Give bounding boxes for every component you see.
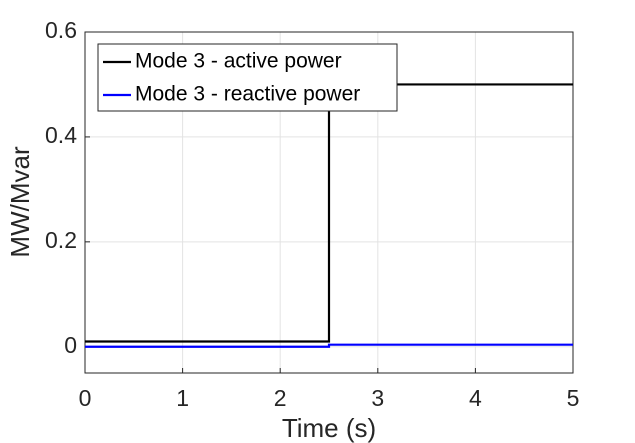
x-tick-label: 1 [176, 385, 189, 411]
y-tick-label: 0.2 [45, 227, 77, 253]
x-tick-label: 2 [274, 385, 287, 411]
x-tick-label: 5 [567, 385, 580, 411]
x-tick-label: 4 [469, 385, 482, 411]
y-tick-label: 0.6 [45, 17, 77, 43]
data-line [85, 343, 573, 348]
y-tick-label: 0 [64, 332, 77, 358]
x-tick-label: 3 [371, 385, 384, 411]
legend-label: Mode 3 - active power [135, 50, 342, 73]
x-tick-label: 0 [79, 385, 92, 411]
y-axis-label: MW/Mvar [5, 146, 35, 258]
x-axis-label: Time (s) [282, 413, 376, 443]
legend-box [97, 43, 398, 112]
axes-box [84, 31, 574, 374]
y-tick-label: 0.4 [45, 122, 77, 148]
legend-label: Mode 3 - reactive power [135, 83, 360, 106]
data-line [85, 83, 573, 343]
